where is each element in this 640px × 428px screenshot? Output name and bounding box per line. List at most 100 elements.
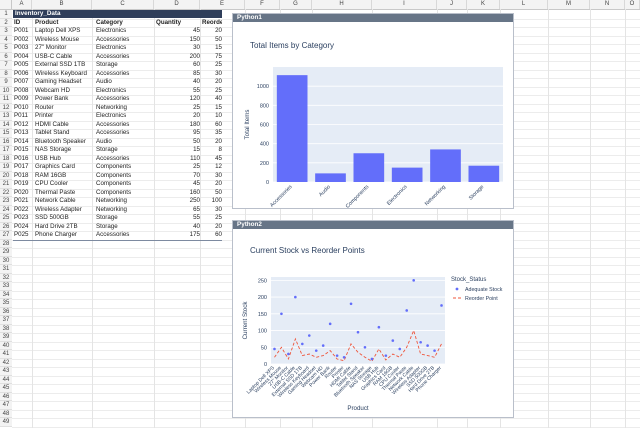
row-header[interactable]: 11 [0,95,12,104]
row-header[interactable]: 18 [0,154,12,163]
table-cell[interactable]: 95 [193,129,200,136]
column-header-g[interactable]: G [280,0,312,9]
column-header-a[interactable]: A [12,0,32,9]
row-header[interactable]: 45 [0,384,12,393]
row-header[interactable]: 44 [0,375,12,384]
table-header-cell[interactable]: Reorder_Point [202,18,222,26]
table-cell[interactable]: P005 [14,61,29,68]
table-header-cell[interactable]: Quantity [156,18,182,26]
table-cell[interactable]: 25 [215,61,222,68]
table-cell[interactable]: P003 [14,44,29,51]
table-cell[interactable]: P022 [14,205,29,213]
row-header[interactable]: 32 [0,273,12,282]
table-cell[interactable]: Thermal Paste [35,188,76,196]
table-cell[interactable]: Accessories [96,120,130,128]
table-cell[interactable]: External SSD 1TB [35,61,86,68]
table-cell[interactable]: 60 [193,61,200,68]
table-header-cell[interactable]: ID [14,18,21,26]
table-cell[interactable]: 60 [215,231,222,238]
row-header[interactable]: 28 [0,239,12,248]
table-cell[interactable]: Components [96,180,132,187]
table-cell[interactable]: 10 [215,112,222,119]
table-cell[interactable]: 45 [193,180,200,187]
table-cell[interactable]: Accessories [96,231,130,238]
table-cell[interactable]: Gaming Headset [35,78,82,85]
row-header[interactable]: 40 [0,341,12,350]
table-cell[interactable]: 85 [193,69,200,77]
table-cell[interactable]: P024 [14,222,29,230]
table-cell[interactable]: 20 [193,112,200,119]
row-header[interactable]: 33 [0,282,12,291]
row-header[interactable]: 13 [0,112,12,121]
table-cell[interactable]: 12 [215,163,222,170]
row-header[interactable]: 48 [0,409,12,418]
table-cell[interactable]: 25 [193,163,200,170]
table-cell[interactable]: 20 [215,137,222,145]
table-cell[interactable]: Audio [96,137,112,145]
column-header-e[interactable]: E [200,0,245,9]
table-cell[interactable]: P020 [14,188,29,196]
table-cell[interactable]: Storage [96,214,118,221]
python2-panel[interactable]: Python2 Current Stock vs Reorder Points 0… [232,220,514,418]
table-cell[interactable]: Storage [96,61,118,68]
table-cell[interactable]: P014 [14,137,29,145]
table-header-cell[interactable]: Product [35,18,59,26]
row-header[interactable]: 38 [0,324,12,333]
table-cell[interactable]: 160 [189,188,200,196]
column-header-l[interactable]: L [500,0,548,9]
table-cell[interactable]: Accessories [96,35,130,43]
table-cell[interactable]: 27" Monitor [35,44,67,51]
row-header[interactable]: 36 [0,307,12,316]
table-cell[interactable]: 150 [189,35,200,43]
table-cell[interactable]: 25 [193,103,200,111]
table-cell[interactable]: 8 [218,146,222,153]
table-cell[interactable]: Electronics [96,112,127,119]
table-cell[interactable]: 25 [215,86,222,94]
table-cell[interactable]: 110 [190,154,200,162]
table-cell[interactable]: P017 [14,163,29,170]
table-cell[interactable]: Graphics Card [35,163,75,170]
table-cell[interactable]: 30 [193,44,200,51]
row-header[interactable]: 29 [0,248,12,257]
table-cell[interactable]: NAS Storage [35,146,72,153]
row-header[interactable]: 26 [0,222,12,231]
table-cell[interactable]: 30 [215,205,222,213]
row-header[interactable]: 3 [0,27,12,36]
table-cell[interactable]: P025 [14,231,29,238]
row-header[interactable]: 47 [0,401,12,410]
table-cell[interactable]: 180 [189,120,200,128]
table-cell[interactable]: P023 [14,214,29,221]
row-header[interactable]: 21 [0,180,12,189]
table-cell[interactable]: 75 [215,52,222,60]
table-cell[interactable]: P008 [14,86,29,94]
table-cell[interactable]: Bluetooth Speaker [35,137,86,145]
table-cell[interactable]: Accessories [96,154,130,162]
table-cell[interactable]: 65 [193,205,200,213]
table-cell[interactable]: Accessories [96,95,130,102]
table-cell[interactable]: RAM 16GB [35,171,67,179]
table-cell[interactable]: 15 [215,44,222,51]
table-cell[interactable]: P012 [14,120,29,128]
row-header[interactable]: 43 [0,367,12,376]
row-header[interactable]: 41 [0,350,12,359]
table-cell[interactable]: Wireless Keyboard [35,69,87,77]
table-cell[interactable]: Audio [96,78,112,85]
table-cell[interactable]: P018 [14,171,29,179]
row-header[interactable]: 7 [0,61,12,70]
column-header-f[interactable]: F [245,0,280,9]
table-cell[interactable]: Wireless Adapter [35,205,82,213]
row-header[interactable]: 5 [0,44,12,53]
row-header[interactable]: 2 [0,18,12,27]
table-cell[interactable]: 20 [215,222,222,230]
table-cell[interactable]: 30 [215,171,222,179]
table-cell[interactable]: 50 [215,35,222,43]
row-header[interactable]: 9 [0,78,12,87]
row-header[interactable]: 22 [0,188,12,197]
table-cell[interactable]: Network Cable [35,197,76,204]
table-cell[interactable]: Webcam HD [35,86,70,94]
row-header[interactable]: 24 [0,205,12,214]
table-cell[interactable]: 35 [215,129,222,136]
column-header-k[interactable]: K [467,0,500,9]
table-cell[interactable]: Router [35,103,54,111]
table-cell[interactable]: Power Bank [35,95,69,102]
